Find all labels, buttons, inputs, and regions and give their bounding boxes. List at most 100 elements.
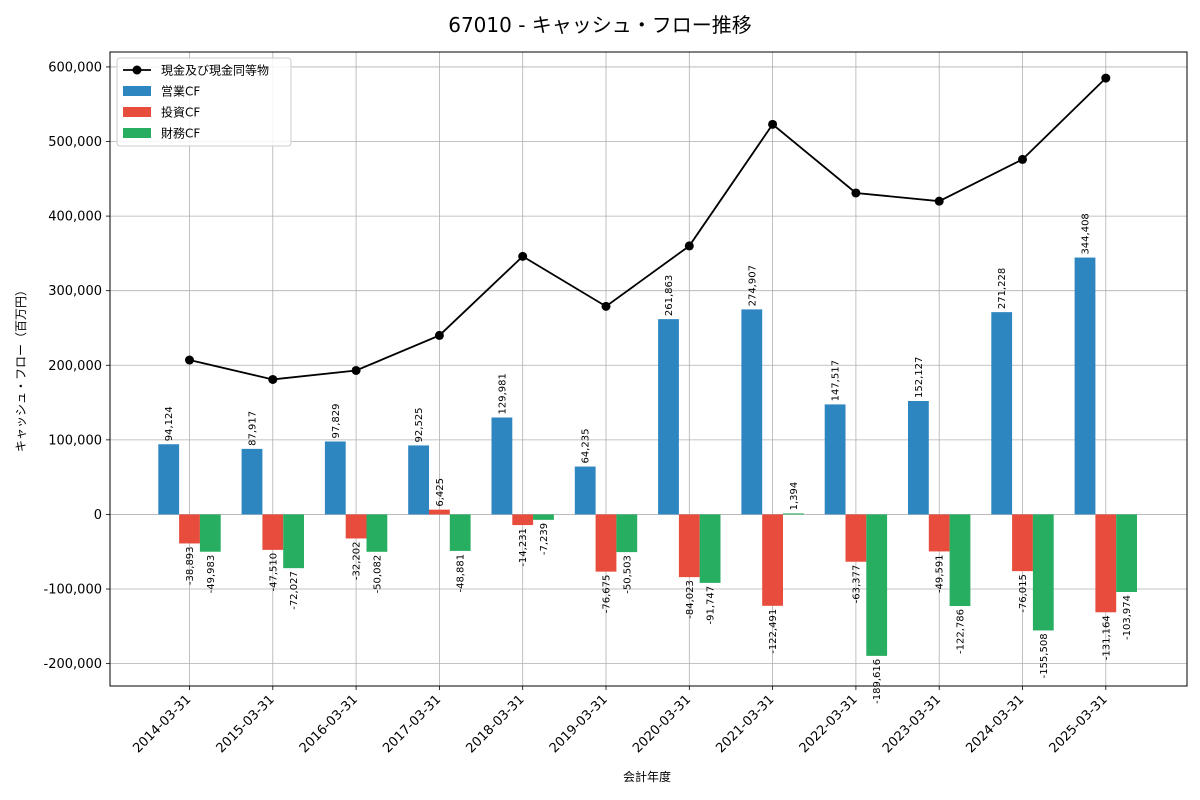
bar bbox=[1074, 257, 1096, 515]
y-tick-label: 300,000 bbox=[48, 284, 102, 299]
y-tick-label: 0 bbox=[94, 508, 102, 523]
bar bbox=[741, 309, 763, 515]
y-tick-label: 200,000 bbox=[48, 359, 102, 374]
cash-line-point bbox=[268, 374, 278, 384]
bar bbox=[908, 400, 929, 515]
x-tick-label: 2023-03-31 bbox=[880, 692, 944, 756]
bar-value-label: 64,235 bbox=[581, 429, 592, 464]
bar-value-label: -49,591 bbox=[935, 554, 946, 593]
legend-label: 現金及び現金同等物 bbox=[161, 63, 269, 78]
cash-line-point bbox=[351, 365, 361, 375]
y-tick-label: 600,000 bbox=[48, 60, 102, 75]
bar bbox=[824, 404, 846, 515]
chart-title: 67010 - キャッシュ・フロー推移 bbox=[448, 13, 752, 37]
legend-line-marker bbox=[132, 65, 142, 75]
bar bbox=[678, 514, 700, 578]
bar-value-label: -155,508 bbox=[1039, 633, 1050, 678]
cash-line-point bbox=[1101, 73, 1111, 83]
bar bbox=[783, 513, 804, 515]
bar bbox=[179, 514, 200, 544]
bars bbox=[158, 257, 1137, 656]
bar-value-label: 87,917 bbox=[248, 411, 259, 446]
cash-line-point bbox=[185, 355, 194, 365]
x-tick-label: 2020-03-31 bbox=[630, 692, 694, 756]
bar-value-label: -122,786 bbox=[956, 609, 967, 654]
bar-value-label: 97,829 bbox=[331, 403, 342, 438]
bar bbox=[408, 445, 429, 515]
cash-line-path bbox=[189, 77, 1107, 381]
bar bbox=[324, 441, 346, 515]
bar bbox=[658, 319, 679, 515]
x-tick-label: 2017-03-31 bbox=[380, 692, 444, 756]
bar bbox=[512, 514, 534, 526]
legend-swatch bbox=[123, 107, 151, 117]
bar bbox=[199, 514, 221, 552]
bar-value-label: -189,616 bbox=[872, 659, 883, 704]
bar-value-label: 271,228 bbox=[997, 268, 1008, 309]
bar bbox=[1095, 514, 1117, 613]
bar-value-label: -103,974 bbox=[1122, 595, 1133, 640]
bar-value-label: -32,202 bbox=[352, 541, 363, 580]
y-tick-label: -200,000 bbox=[44, 657, 102, 672]
bar-value-label: -47,510 bbox=[268, 553, 279, 592]
cash-line bbox=[185, 73, 1111, 384]
bar-value-label: 1,394 bbox=[789, 482, 800, 511]
bar bbox=[949, 514, 971, 607]
bar-value-label: -63,377 bbox=[851, 565, 862, 604]
bar bbox=[533, 514, 554, 520]
legend-label: 投資CF bbox=[161, 105, 200, 120]
cash-line-point bbox=[434, 330, 444, 340]
bar bbox=[1116, 514, 1137, 592]
bar bbox=[345, 514, 367, 539]
x-tick-label: 2016-03-31 bbox=[297, 692, 361, 756]
bar bbox=[866, 514, 888, 656]
data-labels: 94,124 87,917 97,829 92,525 129,981 64,235 261… bbox=[164, 213, 1133, 704]
cash-line-point bbox=[851, 188, 861, 198]
cash-line-point bbox=[768, 119, 778, 129]
bar-value-label: -14,231 bbox=[518, 528, 529, 567]
bar bbox=[449, 514, 471, 551]
bar bbox=[991, 312, 1013, 515]
bar bbox=[1012, 514, 1033, 572]
bar-value-label: 6,425 bbox=[435, 478, 446, 507]
cash-line-point bbox=[1018, 154, 1027, 164]
cash-line-point bbox=[684, 241, 694, 251]
legend-swatch bbox=[123, 86, 151, 96]
y-tick-label: -100,000 bbox=[44, 583, 102, 598]
bar bbox=[491, 417, 513, 515]
bar bbox=[1032, 514, 1054, 631]
bar bbox=[762, 514, 783, 606]
cash-line-point bbox=[934, 196, 944, 206]
bar-value-label: -49,983 bbox=[206, 555, 217, 594]
bar bbox=[241, 448, 263, 515]
x-tick-label: 2022-03-31 bbox=[797, 692, 861, 756]
bar-value-label: -122,491 bbox=[768, 609, 779, 654]
x-tick-label: 2019-03-31 bbox=[547, 692, 611, 756]
y-tick-label: 400,000 bbox=[48, 210, 102, 225]
bar bbox=[699, 514, 721, 583]
bar bbox=[845, 514, 867, 562]
x-tick-label: 2015-03-31 bbox=[214, 692, 278, 756]
y-axis-title: キャッシュ・フロー（百万円） bbox=[14, 284, 28, 452]
bar-value-label: 129,981 bbox=[497, 373, 508, 414]
bar bbox=[595, 514, 617, 572]
bar bbox=[928, 514, 950, 552]
x-tick-label: 2014-03-31 bbox=[130, 692, 194, 756]
bar-value-label: 344,408 bbox=[1081, 213, 1092, 254]
x-axis-title: 会計年度 bbox=[623, 769, 671, 784]
x-tick-label: 2024-03-31 bbox=[963, 692, 1027, 756]
bar-value-label: -76,675 bbox=[602, 575, 613, 614]
bar bbox=[283, 514, 304, 569]
y-tick-label: 100,000 bbox=[48, 433, 102, 448]
bar-value-label: 152,127 bbox=[914, 357, 925, 398]
x-tick-label: 2025-03-31 bbox=[1047, 692, 1111, 756]
bar-value-label: -50,082 bbox=[372, 555, 383, 594]
bar-value-label: -76,015 bbox=[1018, 574, 1029, 613]
bar-value-label: 274,907 bbox=[747, 265, 758, 306]
bar bbox=[158, 444, 180, 515]
bar-value-label: -50,503 bbox=[622, 555, 633, 594]
bar-value-label: -48,881 bbox=[456, 554, 467, 593]
grid bbox=[110, 52, 1187, 686]
